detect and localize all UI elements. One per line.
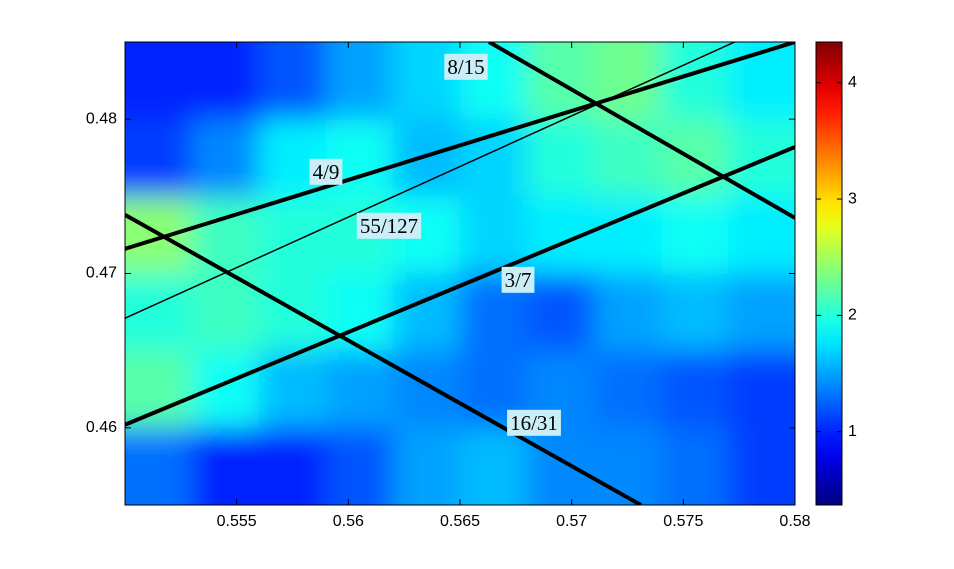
heat-cell	[259, 427, 327, 505]
heat-cell	[326, 42, 394, 121]
resonance-line	[125, 145, 795, 427]
heat-cell	[259, 273, 327, 352]
line-labels: 8/15 4/9 55/127 3/7 16/31	[309, 53, 561, 436]
label-box	[356, 212, 422, 239]
heat-cell	[259, 119, 327, 198]
line-label: 4/9	[313, 160, 340, 184]
heat-cell	[594, 350, 662, 429]
label-box	[507, 409, 561, 436]
heat-cell	[125, 119, 193, 198]
heat-cell	[594, 119, 662, 198]
y-tick-label: 0.48	[86, 110, 117, 127]
colorbar-tick-label: 1	[848, 423, 857, 440]
x-tick-label: 0.56	[333, 513, 364, 530]
y-tick-label: 0.47	[86, 265, 117, 282]
axes: 0.555 0.56 0.565 0.57 0.575 0.58 0.46 0.47 0.48 1…	[86, 42, 857, 530]
x-tick-label: 0.57	[556, 513, 587, 530]
heat-cell	[728, 273, 795, 352]
heat-cell	[527, 42, 595, 121]
heat-cell	[393, 350, 461, 429]
heat-cell	[594, 427, 662, 505]
colorbar-tick-label: 3	[848, 190, 857, 207]
heat-cell	[594, 196, 662, 275]
line-label: 3/7	[505, 268, 532, 292]
heat-cell	[192, 42, 260, 121]
label-box	[309, 158, 343, 185]
x-tick-label: 0.575	[663, 513, 703, 530]
heat-cell	[728, 350, 795, 429]
line-label: 8/15	[447, 55, 484, 79]
resonance-line	[488, 42, 795, 220]
heat-cell	[728, 427, 795, 505]
heat-cell	[192, 350, 260, 429]
heat-cell	[460, 427, 528, 505]
heat-cell	[125, 427, 193, 505]
heat-cell	[326, 273, 394, 352]
heat-cell	[594, 273, 662, 352]
heat-cell	[460, 119, 528, 198]
heat-cell	[125, 42, 193, 121]
label-box	[444, 53, 488, 80]
heat-cell	[326, 427, 394, 505]
heat-cell	[527, 427, 595, 505]
colorbar-tick-label: 4	[848, 74, 857, 91]
x-tick-label: 0.58	[779, 513, 810, 530]
x-tick-label: 0.555	[217, 513, 257, 530]
y-tick-label: 0.46	[86, 419, 117, 436]
heat-cell	[259, 350, 327, 429]
colorbar-tick-label: 2	[848, 307, 857, 324]
heat-cell	[393, 273, 461, 352]
resonance-line	[125, 213, 642, 505]
colorbar	[815, 41, 843, 506]
line-label: 55/127	[360, 214, 418, 238]
lines	[125, 42, 795, 505]
line-label: 16/31	[510, 411, 558, 435]
heat-cell	[326, 350, 394, 429]
heat-cell	[661, 273, 729, 352]
heat-cell	[259, 196, 327, 275]
heat-cell	[259, 42, 327, 121]
heat-cell	[192, 196, 260, 275]
x-tick-label: 0.565	[440, 513, 480, 530]
label-box	[501, 266, 535, 293]
heat-cell	[728, 42, 795, 121]
heat-cell	[661, 350, 729, 429]
heat-cell	[393, 119, 461, 198]
heat-cell	[192, 119, 260, 198]
heat-cell	[661, 427, 729, 505]
heat-cell	[393, 427, 461, 505]
resonance-line	[125, 42, 795, 251]
heat-cell	[527, 119, 595, 198]
heat-cell	[527, 273, 595, 352]
heat-cell	[661, 196, 729, 275]
heat-cell	[125, 350, 193, 429]
heat-cell	[192, 427, 260, 505]
